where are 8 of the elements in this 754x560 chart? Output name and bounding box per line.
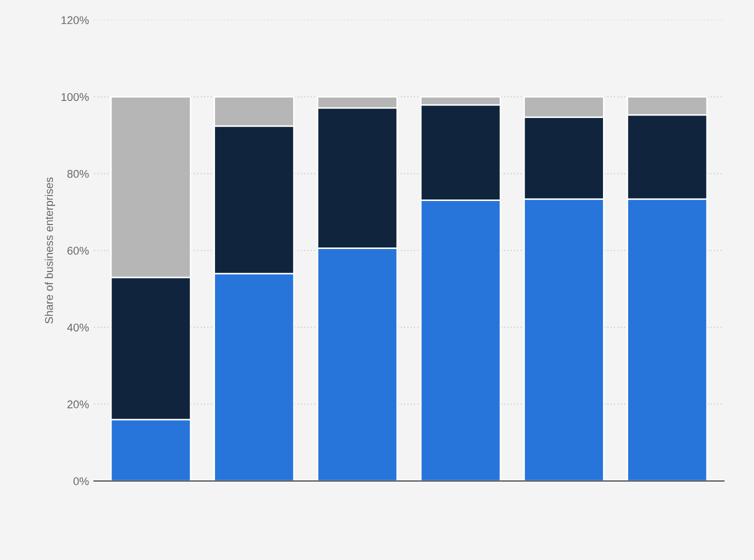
y-tick-label: 40% <box>67 324 89 332</box>
y-tick-label: 20% <box>67 400 89 408</box>
y-tick-label: 100% <box>62 93 89 101</box>
y-axis-title: Share of business enterprises <box>44 177 56 324</box>
y-tick-label: 80% <box>67 170 89 178</box>
y-tick-label: 60% <box>67 246 89 255</box>
y-tick-label: 120% <box>62 16 89 24</box>
y-tick-label: 0% <box>74 477 89 486</box>
